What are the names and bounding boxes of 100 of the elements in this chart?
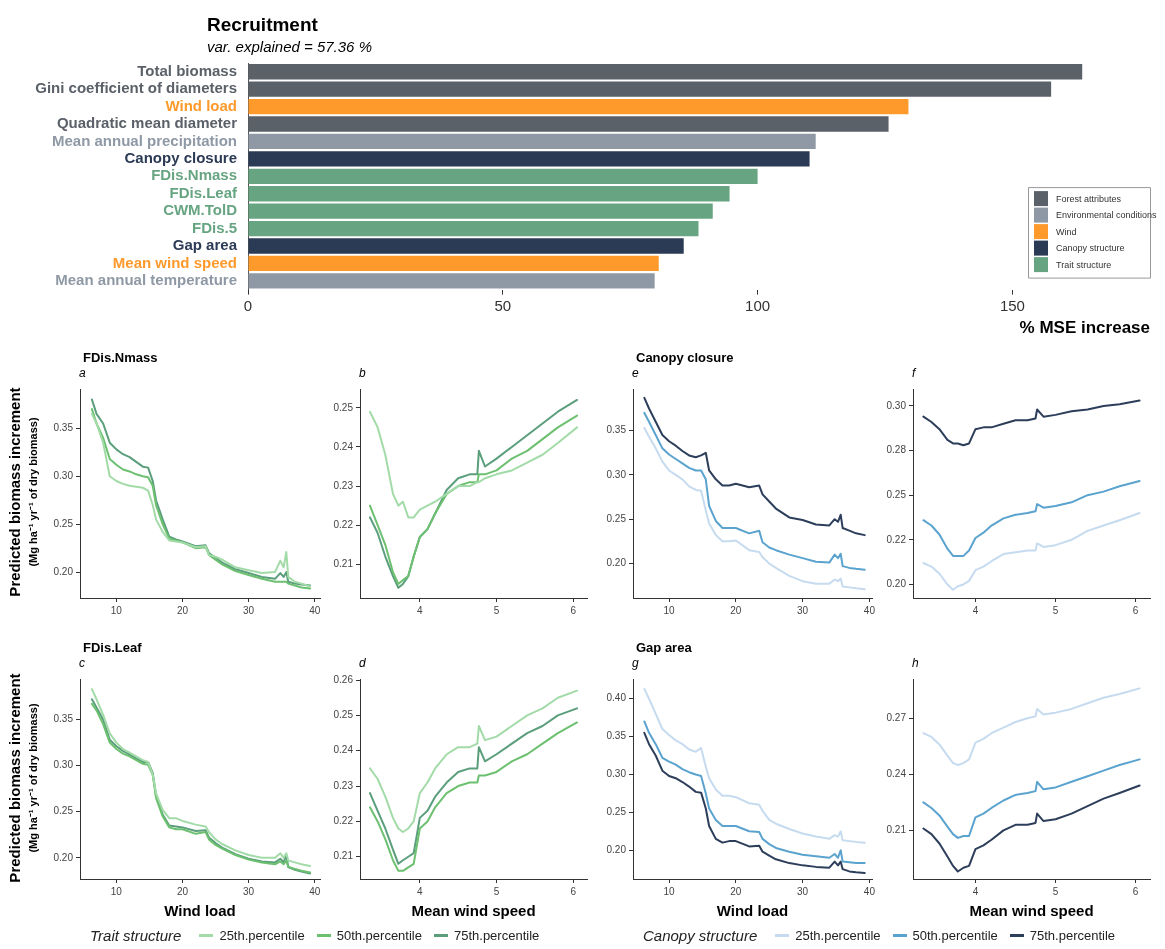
x-tick-label: 30 [797, 885, 809, 897]
legend-label: 75th.percentile [1029, 928, 1116, 943]
x-axis-title: % MSE increase [1019, 318, 1150, 338]
y-tick-label: Mean wind speed [112, 253, 237, 271]
x-axis-title: Wind load [716, 902, 789, 920]
y-tick-label: Gini coefficient of diameters [35, 79, 237, 97]
x-tick-label: 30 [243, 604, 255, 616]
y-tick-label: 0.25 [606, 806, 627, 818]
x-tick-label: 40 [309, 885, 321, 897]
x-tick-label: 6 [1132, 885, 1139, 897]
y-tick-label: 0.25 [53, 517, 74, 529]
x-tick-label: 4 [417, 885, 424, 897]
y-tick-label: 0.21 [886, 824, 907, 836]
x-tick-label: 4 [417, 604, 424, 616]
chart-subtitle: a [79, 366, 86, 380]
legend-label: 75th.percentile [453, 928, 540, 943]
y-tick-label: 0.24 [333, 440, 354, 452]
y-tick-label: 0.24 [333, 744, 354, 756]
x-tick-label: 100 [745, 296, 771, 314]
x-tick-label: 10 [110, 885, 123, 897]
x-tick-label: 30 [243, 885, 255, 897]
legend-label: Forest attributes [1056, 193, 1122, 204]
x-tick-label: 20 [730, 885, 742, 897]
x-tick-label: 6 [570, 885, 577, 897]
legend-label: Environmental conditions [1056, 210, 1158, 221]
chart-subtitle: c [79, 656, 85, 670]
y-tick-label: FDis.Nmass [151, 166, 237, 184]
y-tick-label: 0.21 [333, 558, 354, 570]
y-tick-label: 0.35 [606, 424, 627, 436]
chart-title: Recruitment [207, 14, 318, 36]
legend-title: Canopy structure [643, 927, 758, 944]
x-tick-label: 20 [730, 604, 742, 616]
legend-label: Trait structure [1056, 259, 1112, 270]
y-tick-label: 0.35 [53, 713, 74, 725]
x-tick-label: 40 [309, 604, 321, 616]
y-axis-title: Predicted biomass increment (Mg ha⁻¹ yr⁻¹ of dry biomass) [5, 385, 40, 599]
legend-title: Trait structure [90, 927, 182, 944]
y-tick-label: 0.30 [886, 399, 907, 411]
y-tick-label: Mean annual precipitation [51, 131, 237, 149]
y-tick-label: 0.30 [606, 768, 627, 780]
x-tick-label: 5 [493, 885, 500, 897]
y-tick-label: 0.25 [606, 512, 627, 524]
chart-subtitle: b [359, 366, 366, 380]
x-tick-label: 5 [493, 604, 500, 616]
y-tick-label: 0.25 [886, 488, 907, 500]
y-tick-label: 0.25 [333, 401, 354, 413]
y-tick-label: 0.30 [53, 759, 74, 771]
x-tick-label: 6 [1132, 604, 1139, 616]
x-axis-title: Mean wind speed [411, 902, 536, 920]
y-tick-label: 0.23 [333, 479, 354, 491]
y-tick-label: 0.22 [886, 533, 907, 545]
y-tick-label: 0.30 [53, 469, 74, 481]
y-tick-label: Gap area [172, 236, 238, 254]
y-tick-label: 0.20 [886, 578, 907, 590]
x-tick-label: 5 [1052, 885, 1059, 897]
x-tick-label: 20 [176, 885, 189, 897]
y-tick-label: 0.25 [53, 805, 74, 817]
x-tick-label: 40 [863, 885, 876, 897]
x-tick-label: 10 [663, 885, 676, 897]
chart-subtitle: e [632, 366, 639, 380]
y-tick-label: Total biomass [137, 61, 237, 79]
chart-title: FDis.Nmass [83, 350, 158, 365]
legend-label: 50th.percentile [912, 928, 998, 943]
x-tick-label: 20 [176, 604, 189, 616]
y-tick-label: 0.35 [606, 730, 627, 742]
x-tick-label: 6 [570, 604, 577, 616]
x-tick-label: 50 [494, 296, 512, 314]
y-tick-label: Wind load [165, 96, 237, 114]
chart-title: Gap area [636, 640, 692, 655]
legend-label: Wind [1056, 226, 1077, 237]
y-tick-label: 0.21 [333, 850, 354, 862]
y-tick-label: 0.20 [53, 565, 74, 577]
x-tick-label: 0 [243, 296, 253, 314]
chart-subtitle: h [912, 656, 919, 670]
x-tick-label: 150 [999, 296, 1025, 314]
y-tick-label: 0.28 [886, 444, 907, 456]
y-tick-label: 0.20 [606, 557, 627, 569]
legend-label: 50th.percentile [336, 928, 422, 943]
legend-label: 25th.percentile [795, 928, 881, 943]
y-tick-label: CWM.TolD [163, 201, 238, 219]
y-tick-label: 0.24 [886, 768, 907, 780]
x-tick-label: 40 [863, 604, 876, 616]
x-tick-label: 30 [797, 604, 809, 616]
chart-subtitle: d [359, 656, 366, 670]
chart-subtitle: f [912, 366, 916, 380]
legend-label: 25th.percentile [219, 928, 305, 943]
x-tick-label: 4 [972, 885, 979, 897]
y-tick-label: 0.22 [333, 518, 354, 530]
y-tick-label: Canopy closure [124, 149, 237, 167]
y-tick-label: 0.27 [886, 712, 907, 723]
y-tick-label: 0.20 [606, 843, 627, 855]
y-tick-label: 0.25 [333, 709, 354, 721]
x-tick-label: 5 [1052, 604, 1059, 616]
x-tick-label: 10 [663, 604, 676, 616]
chart-title: Canopy closure [636, 350, 734, 365]
y-tick-label: 0.40 [606, 692, 627, 704]
legend-label: Canopy structure [1056, 243, 1125, 254]
chart-title: FDis.Leaf [83, 640, 142, 655]
y-tick-label: 0.26 [333, 673, 354, 685]
y-tick-label: 0.22 [333, 815, 354, 827]
